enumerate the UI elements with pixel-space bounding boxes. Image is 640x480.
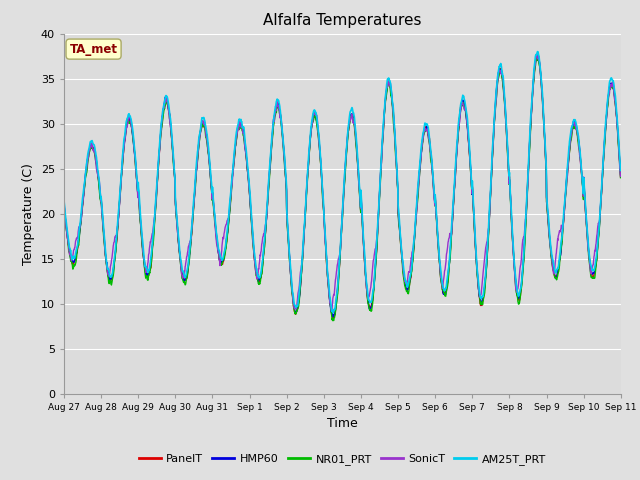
Text: TA_met: TA_met (70, 43, 118, 56)
Y-axis label: Temperature (C): Temperature (C) (22, 163, 35, 264)
Title: Alfalfa Temperatures: Alfalfa Temperatures (263, 13, 422, 28)
X-axis label: Time: Time (327, 417, 358, 430)
Legend: PanelT, HMP60, NR01_PRT, SonicT, AM25T_PRT: PanelT, HMP60, NR01_PRT, SonicT, AM25T_P… (134, 450, 550, 469)
